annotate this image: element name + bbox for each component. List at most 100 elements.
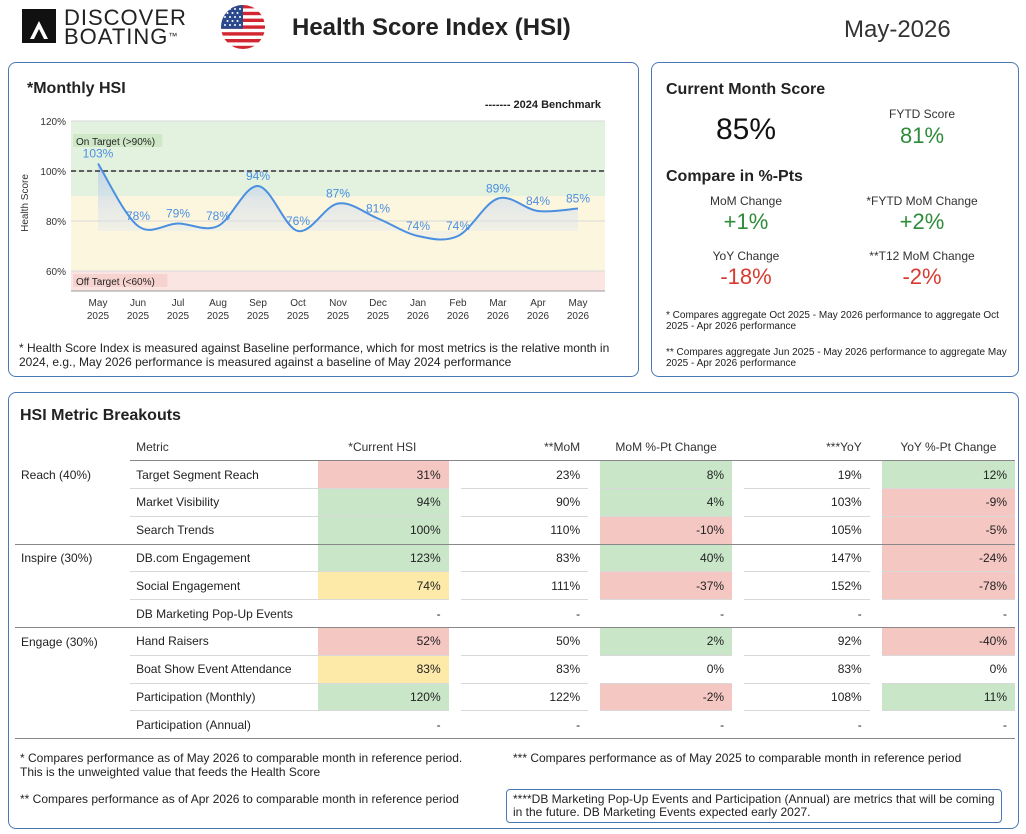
data-label: 85% [566,192,590,206]
series-line [97,162,579,241]
metric-name-cell: Market Visibility [130,488,318,517]
yoy-cell: 152% [744,571,870,601]
current-hsi-cell: 120% [317,683,449,712]
mom-cell: 83% [460,655,589,684]
discover-boating-logo: DISCOVER BOATING™ [64,5,187,49]
x-tick-label: Dec [369,298,387,309]
mom-change-cell: 0% [600,655,733,684]
data-label: 78% [126,209,150,223]
metric-name-cell: DB.com Engagement [130,544,318,573]
x-tick-label: Jun [130,298,146,309]
metric-name-cell: DB Marketing Pop-Up Events [130,599,318,629]
discover-boating-logo-icon [22,9,56,43]
fytd-score-label: FYTD Score [888,107,955,121]
x-tick-label: 2025 [127,311,150,322]
mom-cell: 122% [460,683,589,712]
breakouts-footnote-1: * Compares performance as of May 2026 to… [20,751,463,779]
t12-mom-change-label: **T12 MoM Change [869,249,975,263]
table-row: Reach (40%) Target Segment Reach 31% 23% 8% 1… [15,460,1015,490]
col-header-yoy-change: YoY %-Pt Change [881,433,1015,462]
mom-change-cell: 40% [600,544,733,573]
mom-change-cell: -37% [600,571,733,601]
x-tick-label: 2025 [87,311,110,322]
table-row: DB Marketing Pop-Up Events - - - - - [15,599,1015,629]
benchmark-legend: ------- 2024 Benchmark [485,99,602,111]
yoy-change-cell: - [881,710,1015,740]
data-label: 94% [246,169,270,183]
metric-name-cell: Target Segment Reach [130,460,318,490]
x-tick-label: 2026 [527,311,550,322]
mom-change-cell: -2% [600,683,733,712]
category-cell [15,655,130,683]
col-header-current-hsi: *Current HSI [317,433,449,462]
off-target-label: Off Target (<60%) [76,277,155,288]
page-title: Health Score Index (HSI) [292,14,571,41]
target-band [71,271,605,291]
fytd-score-value: 81% [899,123,945,148]
table-row: Inspire (30%) DB.com Engagement 123% 83% 40%… [15,544,1015,573]
category-cell: Engage (30%) [21,634,98,649]
x-tick-label: Mar [489,298,507,309]
breakouts-footnote-4: ****DB Marketing Pop-Up Events and Parti… [506,789,1002,823]
yoy-change-cell: 0% [881,655,1015,684]
current-month-score: 85% [716,113,777,146]
category-cell: Reach (40%) [21,467,92,482]
metric-breakouts-title: HSI Metric Breakouts [20,407,181,424]
x-tick-label: 2025 [367,311,390,322]
current-hsi-cell: 31% [317,460,449,490]
mom-change-cell: 2% [600,627,733,656]
series-area [98,163,578,240]
metric-name-cell: Search Trends [130,516,318,545]
yoy-cell: 108% [744,683,870,712]
yoy-change-cell: -5% [881,516,1015,545]
current-hsi-cell: 123% [317,544,449,573]
current-hsi-cell: - [317,710,449,740]
current-footnote-2: ** Compares aggregate Jun 2025 - May 202… [666,347,1007,369]
mom-change-cell: 8% [600,460,733,490]
yoy-cell: - [744,599,870,629]
current-footnote-1: * Compares aggregate Oct 2025 - May 2026… [666,310,999,332]
current-hsi-cell: 94% [317,488,449,517]
mom-change-cell: 4% [600,488,733,517]
monthly-hsi-chart: On Target (>90%) Off Target (<60%) 60% 80% 1… [20,99,605,322]
metric-name-cell: Participation (Monthly) [130,683,318,712]
table-row: Search Trends 100% 110% -10% 105% -5% [15,516,1015,545]
yoy-change-label: YoY Change [712,249,780,263]
target-band [71,121,605,196]
table-header-row: Metric *Current HSI **MoM MoM %-Pt Chang… [15,433,1015,462]
compare-title: Compare in %-Pts [666,168,803,185]
metric-name-cell: Hand Raisers [130,627,318,656]
mom-cell: 83% [460,544,589,573]
mom-cell: 23% [460,460,589,490]
yoy-change-value: -18% [720,264,772,289]
page-header: DISCOVER BOATING™ Health Score Index (HS… [0,0,1026,58]
mom-change-cell: - [600,599,733,629]
data-label: 74% [406,219,430,233]
x-tick-label: 2026 [487,311,510,322]
x-tick-label: Apr [530,298,546,309]
mom-cell: 50% [460,627,589,656]
yoy-change-cell: -78% [881,571,1015,601]
t12-mom-change-value: -2% [902,264,942,289]
table-row: Participation (Monthly) 120% 122% -2% 108% 11… [15,683,1015,712]
x-tick-label: 2026 [567,311,590,322]
current-hsi-cell: - [317,599,449,629]
col-header-mom: **MoM [460,433,589,462]
breakouts-footnote-3: *** Compares performance as of May 2025 … [513,751,962,765]
mom-cell: 90% [460,488,589,517]
x-tick-label: 2025 [327,311,350,322]
data-label: 87% [326,187,350,201]
current-hsi-cell: 100% [317,516,449,545]
x-tick-label: 2025 [247,311,270,322]
yoy-change-cell: -9% [881,488,1015,517]
yoy-cell: 92% [744,627,870,656]
metric-name-cell: Boat Show Event Attendance [130,655,318,684]
x-tick-label: Aug [209,298,227,309]
mom-change-cell: -10% [600,516,733,545]
on-target-label: On Target (>90%) [76,137,155,148]
metric-breakouts-table: Metric *Current HSI **MoM MoM %-Pt Chang… [15,433,1015,740]
y-tick-label: 100% [40,167,66,178]
yoy-cell: 105% [744,516,870,545]
x-tick-label: 2026 [407,311,430,322]
category-cell [15,516,131,545]
